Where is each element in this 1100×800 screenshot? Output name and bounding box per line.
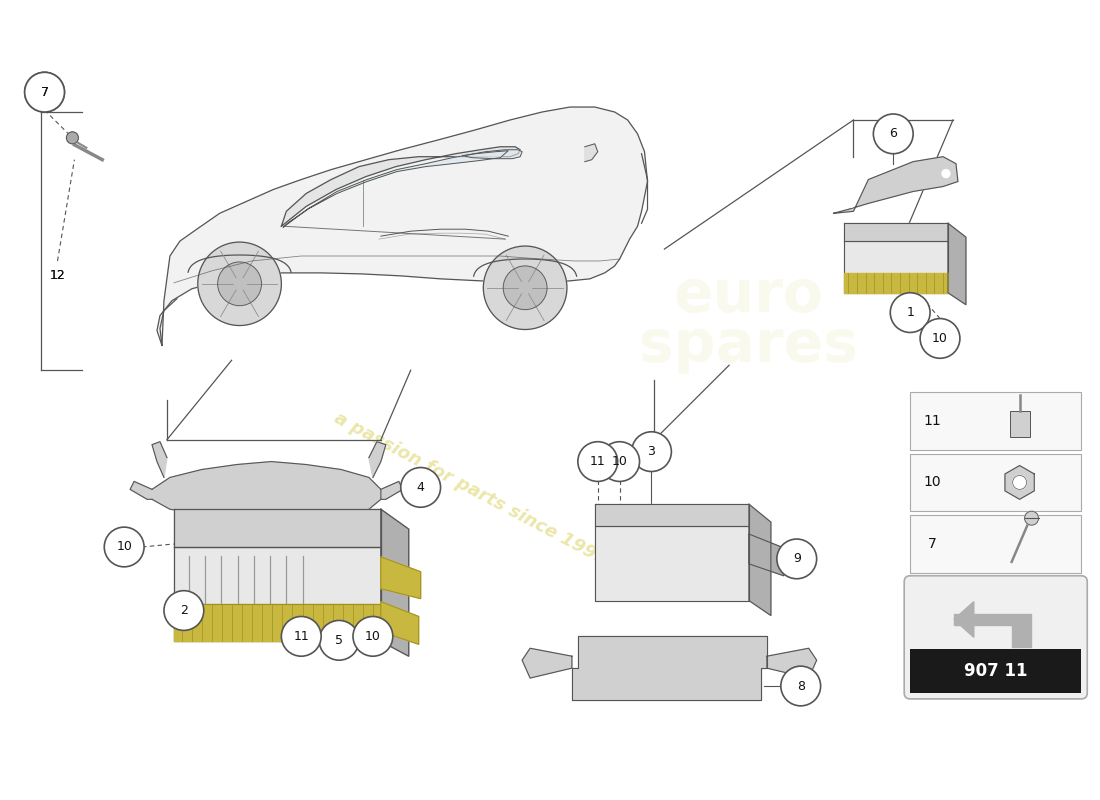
Polygon shape xyxy=(381,510,409,656)
Circle shape xyxy=(942,170,950,178)
FancyBboxPatch shape xyxy=(910,515,1081,573)
Text: euro
spares: euro spares xyxy=(639,267,858,374)
Polygon shape xyxy=(844,241,948,293)
Polygon shape xyxy=(572,636,767,700)
Polygon shape xyxy=(381,557,420,598)
Text: 11: 11 xyxy=(923,414,940,428)
Polygon shape xyxy=(834,157,958,214)
Polygon shape xyxy=(174,603,381,642)
Polygon shape xyxy=(152,462,381,519)
Polygon shape xyxy=(157,107,648,346)
Polygon shape xyxy=(595,526,749,601)
Circle shape xyxy=(198,242,282,326)
Text: 907 11: 907 11 xyxy=(964,662,1027,680)
Polygon shape xyxy=(284,150,508,227)
Text: 6: 6 xyxy=(889,127,898,140)
Text: 7: 7 xyxy=(927,537,936,551)
Polygon shape xyxy=(585,144,597,162)
FancyBboxPatch shape xyxy=(910,392,1081,450)
Text: a passion for parts since 1999: a passion for parts since 1999 xyxy=(331,410,609,570)
Text: 12: 12 xyxy=(50,270,65,282)
Text: 11: 11 xyxy=(590,455,606,468)
Text: 10: 10 xyxy=(117,541,132,554)
Text: 11: 11 xyxy=(294,630,309,643)
Text: 12: 12 xyxy=(50,270,65,282)
Circle shape xyxy=(631,432,671,471)
Circle shape xyxy=(1013,475,1026,490)
Circle shape xyxy=(282,617,321,656)
Circle shape xyxy=(483,246,566,330)
Circle shape xyxy=(24,72,65,112)
Circle shape xyxy=(400,467,441,507)
Polygon shape xyxy=(954,602,974,638)
Polygon shape xyxy=(368,442,386,478)
Polygon shape xyxy=(174,547,381,642)
Circle shape xyxy=(777,539,816,578)
Text: 2: 2 xyxy=(180,604,188,617)
Text: 4: 4 xyxy=(417,481,425,494)
Circle shape xyxy=(503,266,547,310)
Circle shape xyxy=(781,666,821,706)
Circle shape xyxy=(66,132,78,144)
Circle shape xyxy=(319,621,359,660)
Polygon shape xyxy=(1012,626,1031,647)
Text: 3: 3 xyxy=(648,445,656,458)
Circle shape xyxy=(578,442,618,482)
Polygon shape xyxy=(174,510,381,547)
FancyBboxPatch shape xyxy=(910,650,1081,693)
Polygon shape xyxy=(749,504,771,615)
Circle shape xyxy=(600,442,639,482)
Polygon shape xyxy=(954,614,1031,626)
Text: 7: 7 xyxy=(41,86,48,98)
Polygon shape xyxy=(1005,466,1034,499)
Polygon shape xyxy=(595,504,749,526)
Text: 8: 8 xyxy=(796,679,805,693)
Text: 1: 1 xyxy=(906,306,914,319)
FancyBboxPatch shape xyxy=(910,454,1081,511)
Polygon shape xyxy=(152,442,167,478)
Polygon shape xyxy=(381,602,419,644)
FancyBboxPatch shape xyxy=(1010,411,1030,437)
Polygon shape xyxy=(381,482,403,499)
Polygon shape xyxy=(282,146,520,226)
Text: 10: 10 xyxy=(612,455,628,468)
Polygon shape xyxy=(767,648,816,678)
Text: 10: 10 xyxy=(932,332,948,345)
Text: 5: 5 xyxy=(336,634,343,647)
Text: 10: 10 xyxy=(923,475,940,490)
Circle shape xyxy=(1024,511,1038,525)
Circle shape xyxy=(104,527,144,567)
FancyBboxPatch shape xyxy=(904,576,1087,699)
Polygon shape xyxy=(522,648,572,678)
Circle shape xyxy=(920,318,960,358)
Text: 10: 10 xyxy=(365,630,381,643)
Circle shape xyxy=(890,293,931,333)
Polygon shape xyxy=(844,223,948,241)
Polygon shape xyxy=(462,150,522,158)
Circle shape xyxy=(847,199,855,207)
Circle shape xyxy=(353,617,393,656)
Text: 7: 7 xyxy=(41,86,48,98)
Polygon shape xyxy=(948,223,966,305)
Polygon shape xyxy=(130,482,152,499)
Polygon shape xyxy=(749,534,784,576)
Circle shape xyxy=(24,72,65,112)
Text: 9: 9 xyxy=(793,552,801,566)
Circle shape xyxy=(218,262,262,306)
Circle shape xyxy=(873,114,913,154)
Polygon shape xyxy=(844,273,948,293)
Circle shape xyxy=(164,590,204,630)
